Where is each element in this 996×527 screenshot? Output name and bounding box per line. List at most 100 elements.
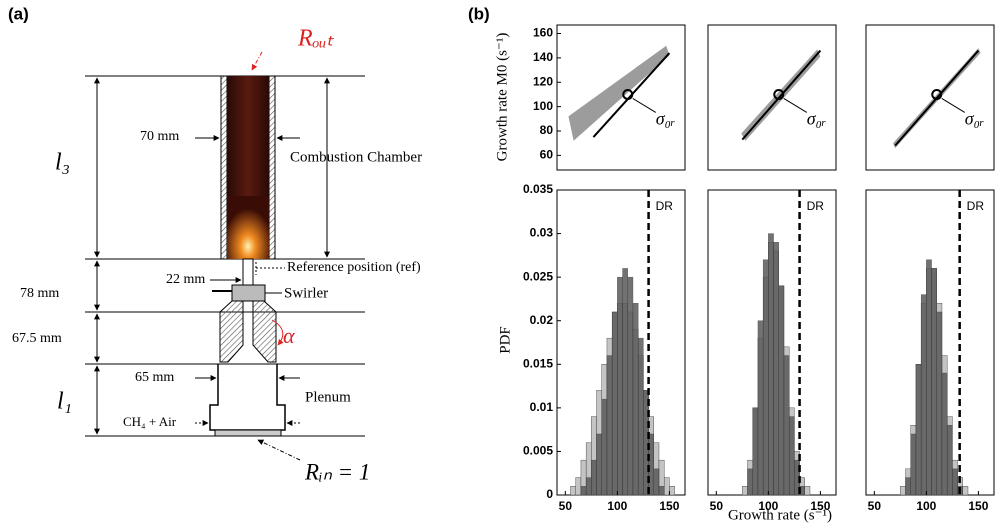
hist-bar [804,486,811,496]
pointer [783,98,808,113]
y-tick-label: 60 [540,148,554,162]
component-label: Reference position (ref) [287,260,421,275]
x-tick-label: 100 [607,499,627,513]
dimension-label: 70 mm [140,129,179,144]
point-label: σ₀ᵣ [965,109,985,129]
charts: (b) Growth rate M0 (s⁻¹) PDF Growth rate… [468,4,995,523]
pointer [632,98,657,113]
point-label: σ₀ᵣ [656,109,676,129]
hist-bar [601,398,608,496]
y-tick-label: 0.005 [523,444,553,458]
component-label: Swirler [284,285,328,301]
y-tick-label: 0 [546,487,553,501]
hist-bar [773,242,779,496]
x-tick-label: 50 [710,499,724,513]
hist-bar [757,320,764,496]
hist-bar [752,407,759,496]
hist-bar [905,477,911,496]
dimension-label: 78 mm [20,286,59,301]
panel-label: (a) [8,4,29,23]
panel-label: (b) [468,4,490,23]
hist-bar [747,468,753,496]
fit-line [741,49,822,141]
hist-bar [669,486,675,496]
hist-bar [788,416,795,496]
x-tick-label: 100 [758,499,778,513]
y-tick-label: 0.015 [523,356,553,370]
outlet-label: Rₒᵤₜ [297,26,335,52]
hist-bar [653,468,660,496]
hist-bar [778,285,785,496]
hist-bar [637,337,644,496]
hist-bar [783,355,790,496]
hist-bar [617,276,623,496]
y-tick-label: 80 [540,123,554,137]
hist-bar [580,486,587,496]
threshold-label: DR [967,199,985,213]
hist-bar [575,477,582,496]
y-axis-label: PDF [497,326,513,354]
scatter-frame [865,24,995,171]
hist-bar [915,364,922,496]
dimension-label: 22 mm [166,272,205,287]
threshold-label: DR [807,199,825,213]
schematic: (a) Rₒᵤₜ 70 mm l₃ Combustion Chamber 22 … [8,4,422,484]
hist-bar [952,468,958,496]
x-axis-label: Growth rate (s⁻¹) [728,507,832,523]
y-tick-label: 0.02 [530,313,554,327]
x-tick-label: 150 [968,499,988,513]
y-tick-label: 0.025 [523,269,553,283]
threshold-label: DR [656,199,674,213]
hist-bar [742,486,748,496]
hist-bar [941,372,948,496]
dimension-label: 65 mm [135,370,174,385]
hist-bar [596,433,602,496]
nominal-point [931,88,943,100]
hist-bar [648,433,654,496]
hist-bar [591,459,597,496]
y-tick-label: 160 [533,26,553,40]
x-tick-label: 100 [916,499,936,513]
hist-bar [658,486,665,496]
x-tick-label: 50 [559,499,573,513]
hist-bar [910,433,917,496]
hist-bar [900,486,906,496]
y-tick-label: 0.03 [530,226,554,240]
scatter-frame [556,24,686,171]
angle-label: α [283,323,295,348]
hist-bar [926,259,932,496]
y-tick-label: 0.01 [530,400,554,414]
y-axis-label: Growth rate M0 (s⁻¹) [494,33,510,162]
hist-bar [570,486,576,496]
hist-bar [920,294,927,496]
y-tick-label: 0.035 [523,182,553,196]
y-tick-label: 100 [533,99,553,113]
length-label: l₃ [55,150,70,176]
dimension-label: 67.5 mm [12,331,62,346]
component-label: Plenum [305,389,351,405]
hist-bar [762,259,769,496]
hist-bar [962,486,969,496]
hist-bar [585,477,592,496]
component-label: Combustion Chamber [290,149,422,165]
y-tick-label: 140 [533,50,553,64]
nominal-point [773,88,785,100]
hist-bar [611,311,618,496]
nominal-point [622,88,634,100]
hist-bar [768,233,774,496]
hist-bar [632,303,639,496]
hist-bar [931,268,937,496]
point-label: σ₀ᵣ [807,109,827,129]
hist-bar [663,477,670,496]
hist-bar [936,311,943,496]
inlet-label: CH₄ + Air [123,414,177,429]
y-tick-label: 120 [533,74,553,88]
scatter-cloud [568,45,670,141]
hist-bar [946,425,953,496]
length-label: l₁ [57,389,72,415]
hist-bar [627,276,634,496]
pointer [941,98,966,113]
hist-bar [606,355,613,496]
hist-bar [622,268,628,496]
x-tick-label: 50 [868,499,882,513]
